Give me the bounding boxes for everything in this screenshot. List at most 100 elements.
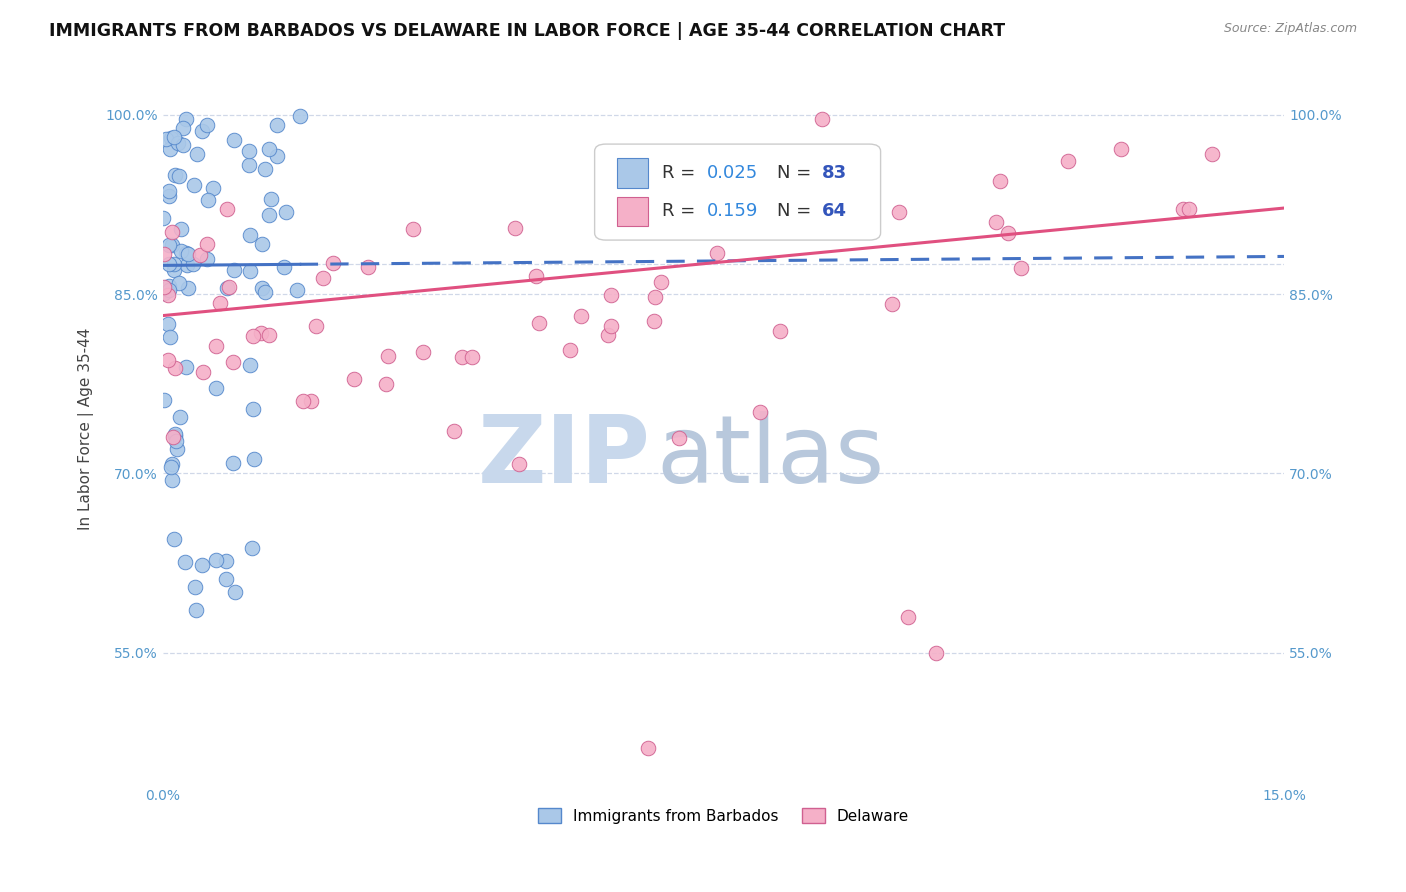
Point xyxy=(197,193,219,207)
Legend: Immigrants from Barbados, Delaware: Immigrants from Barbados, Delaware xyxy=(531,802,915,830)
Point xyxy=(157,317,180,331)
Point xyxy=(503,221,526,235)
Text: ZIP: ZIP xyxy=(478,411,651,503)
Point xyxy=(215,202,238,216)
Point xyxy=(160,226,183,240)
Point xyxy=(174,556,197,570)
Point xyxy=(157,184,180,198)
Point xyxy=(169,410,191,425)
Point xyxy=(165,168,187,182)
Point xyxy=(193,365,215,379)
Point xyxy=(165,434,187,448)
Point xyxy=(402,222,425,236)
Point xyxy=(163,429,186,443)
Point xyxy=(157,279,180,293)
Point xyxy=(1010,260,1032,275)
Point xyxy=(224,133,246,147)
Point xyxy=(769,324,792,338)
Point xyxy=(160,238,183,252)
Point xyxy=(1109,142,1132,156)
Point xyxy=(443,425,465,439)
Point xyxy=(209,295,232,310)
Text: R =: R = xyxy=(662,164,702,182)
Point xyxy=(183,178,205,192)
Point xyxy=(159,329,181,343)
Point xyxy=(160,130,183,145)
Point xyxy=(159,142,181,156)
Point xyxy=(285,283,308,297)
Point xyxy=(560,343,582,357)
Point xyxy=(266,118,288,132)
Point xyxy=(155,132,177,146)
Point xyxy=(176,258,198,272)
Point xyxy=(157,238,180,252)
Point xyxy=(644,220,666,235)
Point xyxy=(257,142,280,156)
Point xyxy=(202,181,225,195)
Point xyxy=(250,281,273,295)
Point xyxy=(163,360,186,375)
Point xyxy=(191,558,214,573)
Point xyxy=(997,226,1019,240)
Point xyxy=(882,297,904,311)
Point xyxy=(167,276,190,290)
Point xyxy=(162,429,184,443)
Point xyxy=(377,349,399,363)
Point xyxy=(668,431,690,445)
Point xyxy=(253,162,276,177)
Point xyxy=(222,456,245,470)
Point xyxy=(343,371,366,385)
Point xyxy=(177,281,200,295)
Point xyxy=(174,112,197,127)
Point xyxy=(218,280,240,294)
Point xyxy=(887,205,910,219)
Point xyxy=(156,288,179,302)
Point xyxy=(508,457,530,471)
Point xyxy=(569,310,592,324)
Point xyxy=(305,318,328,333)
Text: 83: 83 xyxy=(823,164,848,182)
Point xyxy=(322,256,344,270)
Point xyxy=(163,532,186,546)
Text: 0.159: 0.159 xyxy=(707,202,758,220)
Point xyxy=(174,360,197,375)
Point xyxy=(925,646,948,660)
Point xyxy=(221,355,243,369)
Point xyxy=(157,188,180,202)
Point xyxy=(172,138,194,153)
Point xyxy=(254,285,277,300)
Point xyxy=(184,602,207,616)
Point xyxy=(157,257,180,271)
Point xyxy=(195,237,218,252)
Point xyxy=(172,120,194,135)
Point xyxy=(186,146,208,161)
Point xyxy=(257,208,280,222)
Point xyxy=(177,247,200,261)
Point xyxy=(706,245,728,260)
Point xyxy=(242,328,264,343)
Text: 64: 64 xyxy=(823,202,848,220)
Point xyxy=(1171,202,1194,216)
Point xyxy=(170,222,193,236)
Point xyxy=(598,328,620,343)
Point xyxy=(1178,202,1201,216)
Point xyxy=(292,393,315,408)
Point xyxy=(650,275,672,289)
Point xyxy=(205,553,228,567)
Point xyxy=(157,353,180,368)
Point xyxy=(375,376,398,391)
Point xyxy=(170,244,193,258)
Point xyxy=(238,158,260,172)
Point xyxy=(243,451,266,466)
Point xyxy=(311,271,333,285)
Text: atlas: atlas xyxy=(657,411,884,503)
Point xyxy=(412,345,434,359)
Point xyxy=(990,174,1012,188)
Point xyxy=(167,136,190,150)
Point xyxy=(166,442,188,456)
Point xyxy=(205,339,228,353)
Text: IMMIGRANTS FROM BARBADOS VS DELAWARE IN LABOR FORCE | AGE 35-44 CORRELATION CHAR: IMMIGRANTS FROM BARBADOS VS DELAWARE IN … xyxy=(49,22,1005,40)
Point xyxy=(748,405,770,419)
Point xyxy=(239,358,262,372)
Point xyxy=(1057,153,1080,168)
